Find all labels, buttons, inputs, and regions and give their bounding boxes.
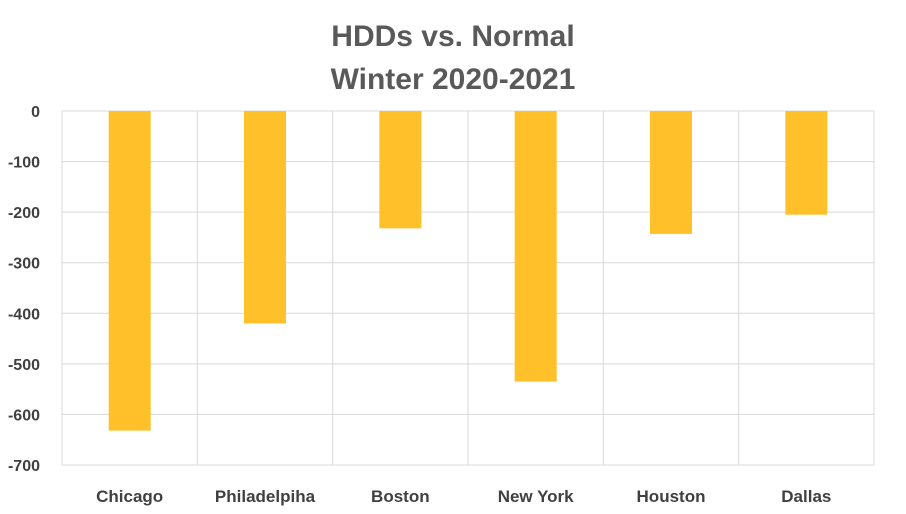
bars [108, 111, 828, 431]
y-tick-label: -400 [8, 306, 40, 323]
x-tick-label: New York [498, 487, 574, 506]
bar-new-york [514, 111, 557, 382]
x-tick-label: Chicago [96, 487, 163, 506]
y-tick-label: -200 [8, 205, 40, 222]
bar-houston [650, 111, 692, 234]
gridlines [61, 110, 875, 466]
y-tick-label: -500 [8, 357, 40, 374]
chart-title: HDDs vs. Normal [331, 20, 574, 53]
x-tick-label: Boston [371, 487, 430, 506]
bar-chicago [108, 111, 151, 431]
x-tick-label: Houston [637, 487, 706, 506]
x-tick-label: Dallas [781, 487, 831, 506]
y-tick-label: -100 [8, 155, 40, 172]
bar-boston [379, 111, 422, 229]
bar-dallas [785, 111, 828, 215]
y-tick-label: 0 [31, 104, 40, 121]
bar-philadelpiha [244, 111, 286, 324]
chart-subtitle: Winter 2020-2021 [331, 63, 576, 96]
x-axis-category-labels: Chicago Philadelpiha Boston New York Houston… [96, 487, 831, 506]
y-axis-tick-labels: 0 -100 -200 -300 -400 -500 -600 -700 [8, 104, 40, 475]
y-tick-label: -300 [8, 256, 40, 273]
y-tick-label: -700 [8, 458, 40, 475]
x-tick-label: Philadelpiha [215, 487, 316, 506]
y-tick-label: -600 [8, 407, 40, 424]
